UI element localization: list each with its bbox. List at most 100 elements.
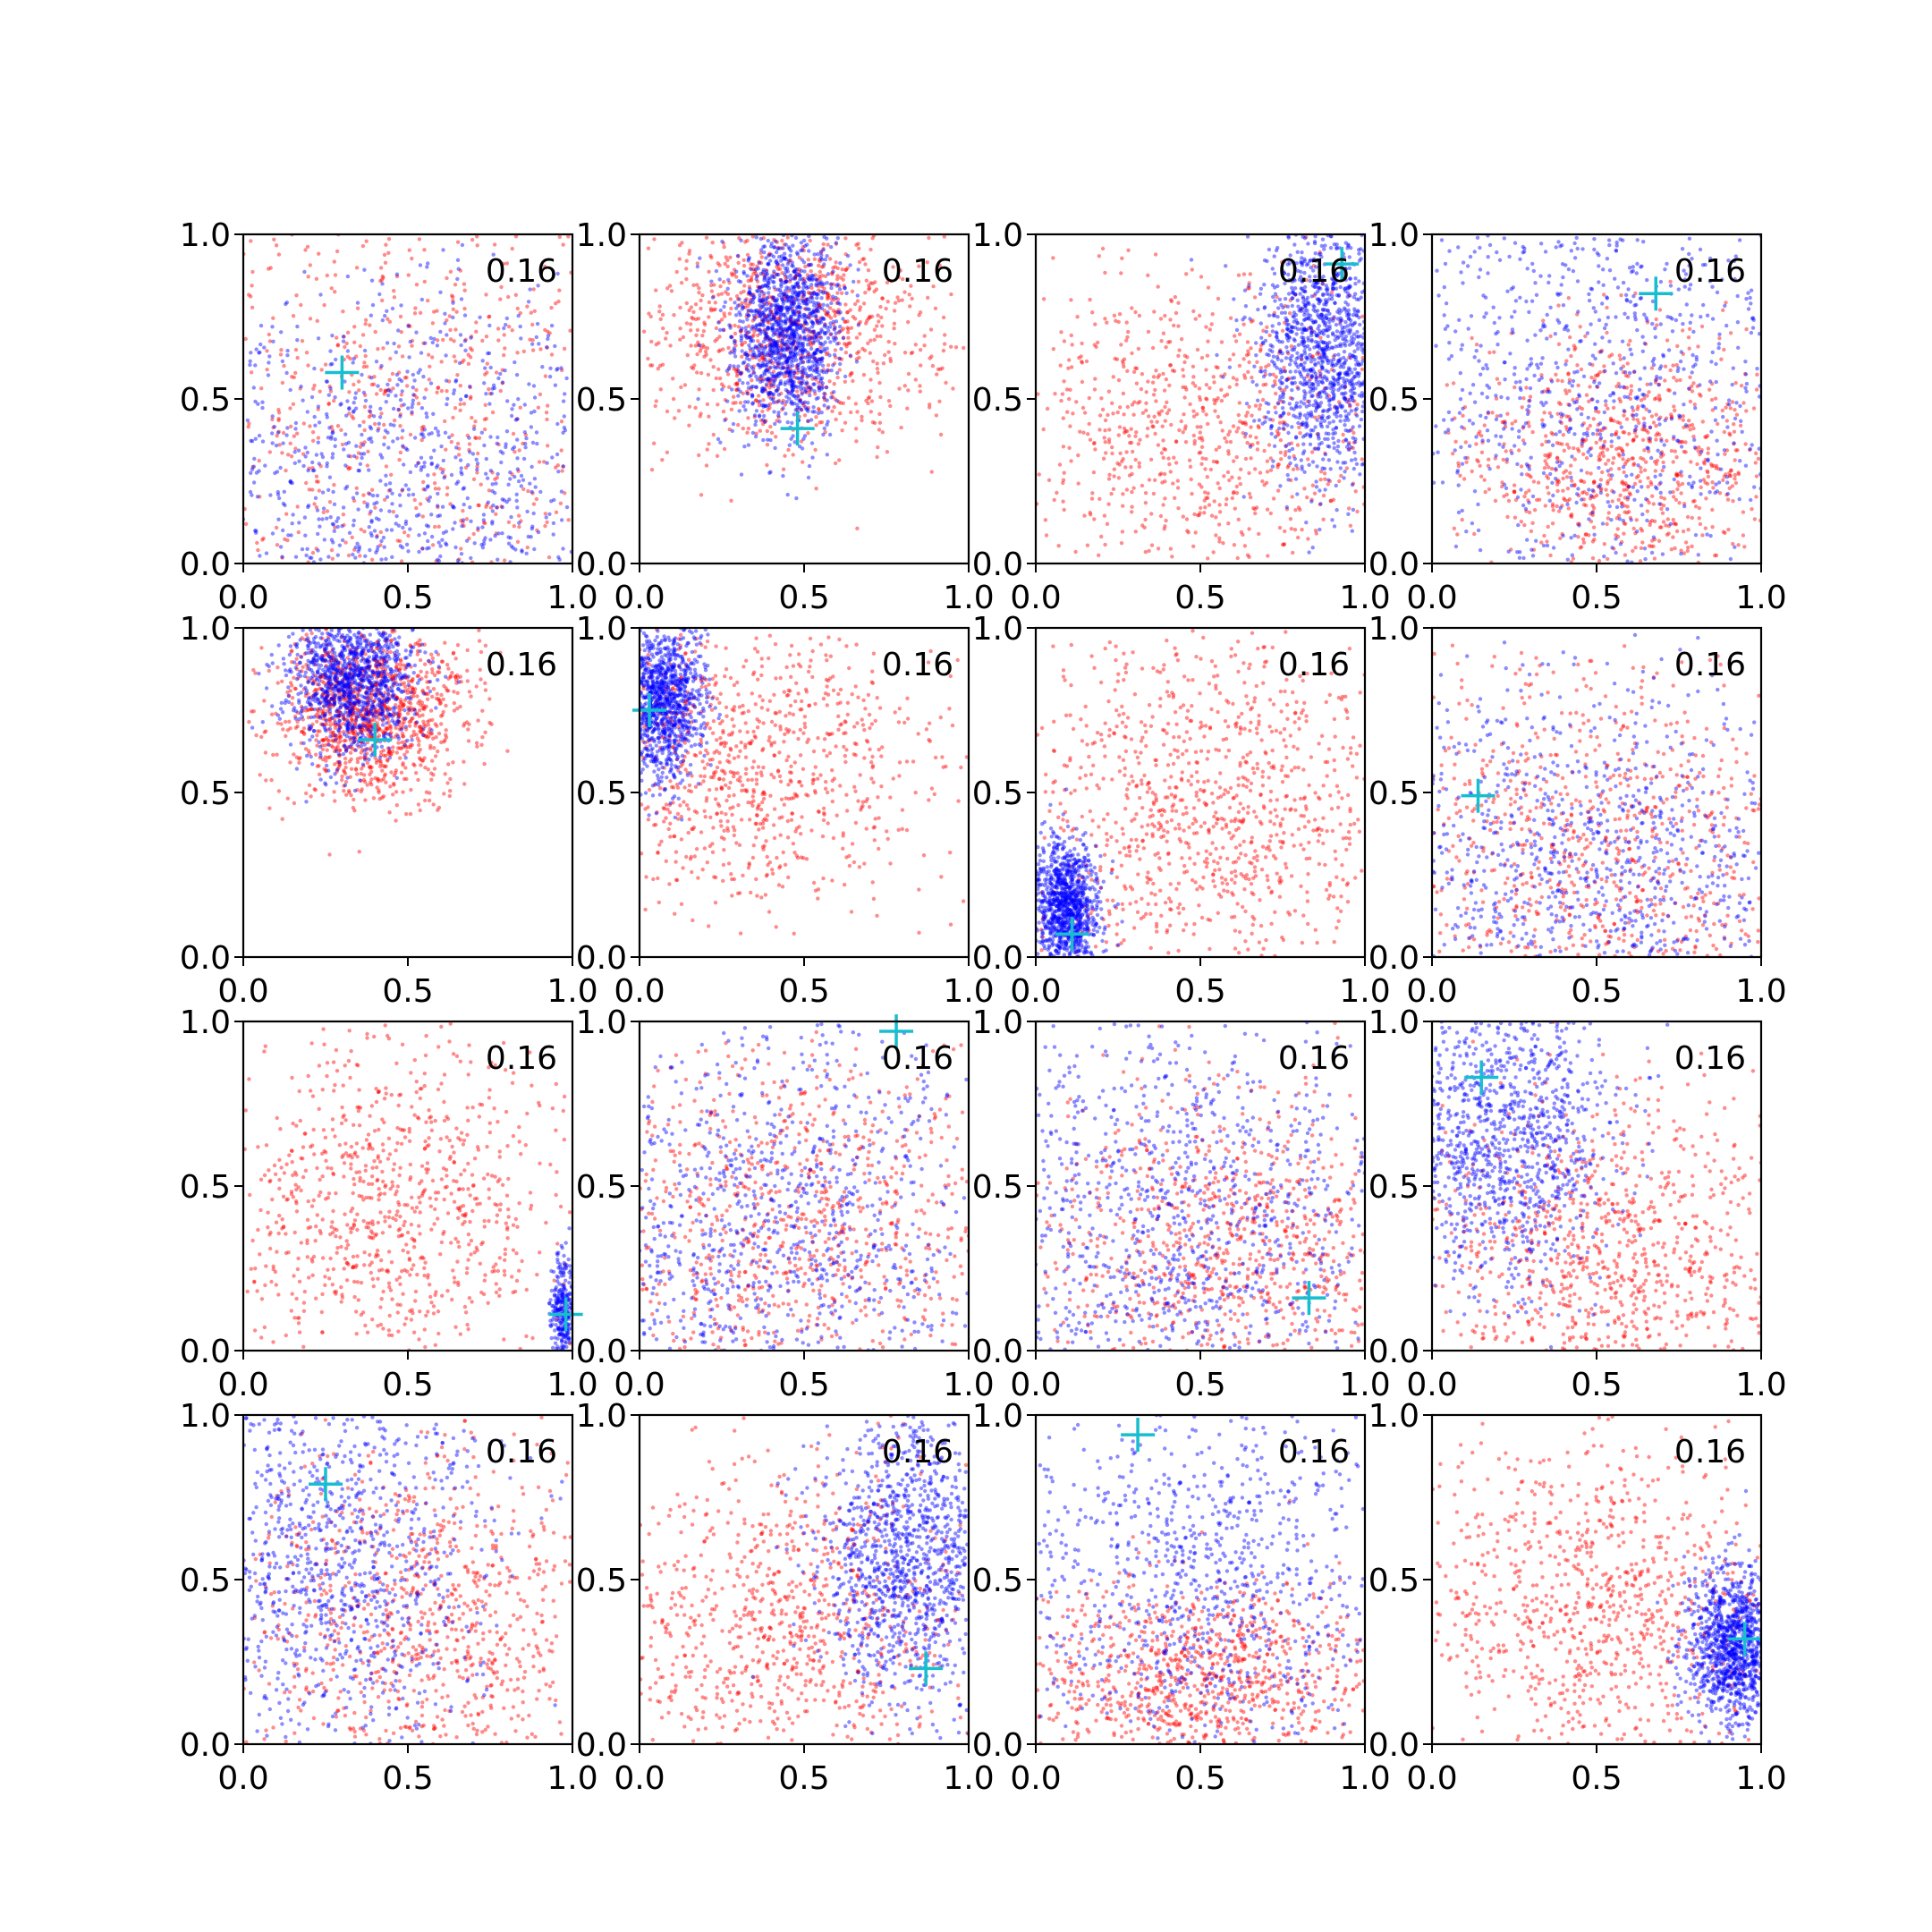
- red-series-point: [729, 498, 733, 503]
- red-series-point: [249, 294, 253, 299]
- blue-series-point: [755, 377, 759, 382]
- red-series-point: [1097, 413, 1103, 418]
- blue-series-point: [316, 336, 321, 341]
- blue-series-point: [807, 357, 811, 361]
- red-series-point: [671, 377, 675, 381]
- red-series-point: [817, 288, 821, 292]
- blue-series-point: [827, 432, 833, 437]
- blue-series-point: [777, 331, 782, 336]
- blue-series-point: [1343, 343, 1348, 348]
- red-series-point: [1164, 518, 1168, 523]
- red-series-point: [817, 380, 821, 385]
- blue-series-point: [1322, 374, 1327, 379]
- red-series-point: [366, 491, 371, 496]
- red-series-point: [1199, 436, 1204, 440]
- red-series-point: [833, 313, 837, 318]
- blue-series-point: [341, 339, 346, 343]
- blue-series-point: [1297, 309, 1301, 313]
- blue-series-point: [1317, 392, 1322, 396]
- red-series-point: [1241, 272, 1247, 276]
- red-series-point: [259, 386, 264, 391]
- blue-series-point: [519, 484, 523, 488]
- red-series-point: [766, 336, 770, 341]
- blue-series-point: [1278, 367, 1283, 372]
- red-series-point: [260, 538, 265, 542]
- red-series-point: [1214, 447, 1219, 452]
- red-series-point: [841, 401, 845, 405]
- blue-series-point: [837, 287, 843, 292]
- red-series-point: [1121, 504, 1125, 508]
- red-series-point: [723, 314, 727, 318]
- red-series-point: [377, 426, 381, 431]
- red-series-point: [703, 349, 708, 354]
- blue-series-point: [451, 504, 455, 510]
- red-series-point: [327, 500, 333, 504]
- blue-series-point: [821, 317, 826, 321]
- red-series-point: [1125, 335, 1130, 340]
- blue-series-point: [803, 284, 809, 289]
- red-series-point: [767, 353, 771, 358]
- red-series-point: [515, 306, 520, 311]
- blue-series-point: [332, 502, 337, 506]
- red-series-point: [1147, 478, 1152, 482]
- blue-series-point: [436, 463, 440, 468]
- blue-series-point: [422, 531, 428, 536]
- red-series-point: [456, 453, 462, 457]
- red-series-point: [521, 487, 526, 492]
- red-series-point: [749, 297, 753, 302]
- red-series-point: [410, 411, 414, 416]
- blue-series-point: [739, 335, 744, 341]
- red-series-point: [1080, 360, 1085, 365]
- blue-series-point: [787, 346, 792, 351]
- red-series-point: [757, 285, 762, 290]
- red-series-point: [1319, 470, 1324, 474]
- blue-series-point: [352, 395, 358, 401]
- blue-series-point: [760, 388, 765, 394]
- blue-series-point: [1321, 388, 1326, 394]
- red-series-point: [296, 530, 301, 535]
- red-series-point: [646, 356, 650, 361]
- blue-series-point: [436, 504, 440, 508]
- blue-series-point: [811, 309, 816, 314]
- blue-series-point: [1326, 317, 1331, 321]
- blue-series-point: [786, 337, 792, 343]
- blue-series-point: [258, 350, 262, 355]
- blue-series-point: [397, 377, 402, 382]
- blue-series-point: [272, 424, 276, 429]
- red-series-point: [857, 259, 862, 265]
- blue-series-point: [803, 349, 808, 353]
- blue-series-point: [761, 349, 766, 353]
- blue-series-point: [1333, 352, 1337, 358]
- red-series-point: [758, 328, 762, 333]
- red-series-point: [809, 285, 814, 291]
- red-series-point: [1137, 461, 1141, 465]
- blue-series-point: [791, 341, 795, 345]
- blue-series-point: [823, 258, 827, 262]
- red-series-point: [746, 391, 750, 396]
- blue-series-point: [1326, 414, 1332, 419]
- blue-series-point: [478, 315, 482, 319]
- blue-series-point: [769, 242, 774, 246]
- red-series-point: [1208, 386, 1212, 390]
- blue-series-point: [750, 292, 755, 298]
- red-series-point: [870, 419, 876, 425]
- red-series-point: [1347, 293, 1352, 298]
- red-series-point: [855, 351, 860, 356]
- blue-series-point: [1304, 420, 1309, 425]
- red-series-point: [771, 395, 775, 400]
- red-series-point: [467, 442, 472, 446]
- red-series-point: [295, 504, 300, 509]
- blue-series-point: [795, 326, 800, 331]
- blue-series-point: [837, 356, 842, 360]
- red-series-point: [804, 298, 809, 302]
- red-series-point: [854, 242, 859, 247]
- blue-series-point: [459, 470, 463, 474]
- red-series-point: [1255, 447, 1260, 452]
- red-series-point: [825, 296, 830, 301]
- blue-series-point: [735, 253, 741, 258]
- red-series-point: [824, 385, 829, 390]
- blue-series-point: [809, 310, 814, 315]
- red-series-point: [835, 266, 840, 271]
- blue-series-point: [1329, 317, 1334, 321]
- red-series-point: [1092, 440, 1097, 445]
